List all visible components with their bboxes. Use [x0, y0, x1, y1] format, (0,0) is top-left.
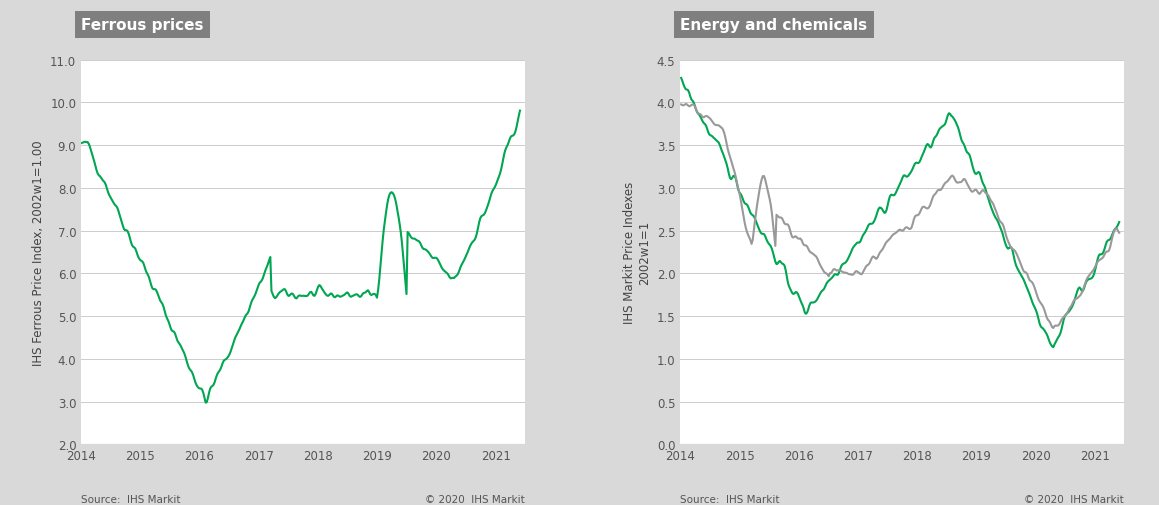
Y-axis label: IHS Markit Price Indexes
2002w1=1: IHS Markit Price Indexes 2002w1=1 [624, 181, 651, 324]
Text: Ferrous prices: Ferrous prices [81, 18, 204, 33]
Text: © 2020  IHS Markit: © 2020 IHS Markit [425, 494, 525, 504]
Y-axis label: IHS Ferrous Price Index, 2002w1=1.00: IHS Ferrous Price Index, 2002w1=1.00 [31, 140, 44, 365]
Legend: Energy, Chemicals: Energy, Chemicals [789, 500, 1015, 505]
Text: Energy and chemicals: Energy and chemicals [680, 18, 867, 33]
Text: © 2020  IHS Markit: © 2020 IHS Markit [1025, 494, 1124, 504]
Text: Source:  IHS Markit: Source: IHS Markit [680, 494, 780, 504]
Text: Source:  IHS Markit: Source: IHS Markit [81, 494, 181, 504]
